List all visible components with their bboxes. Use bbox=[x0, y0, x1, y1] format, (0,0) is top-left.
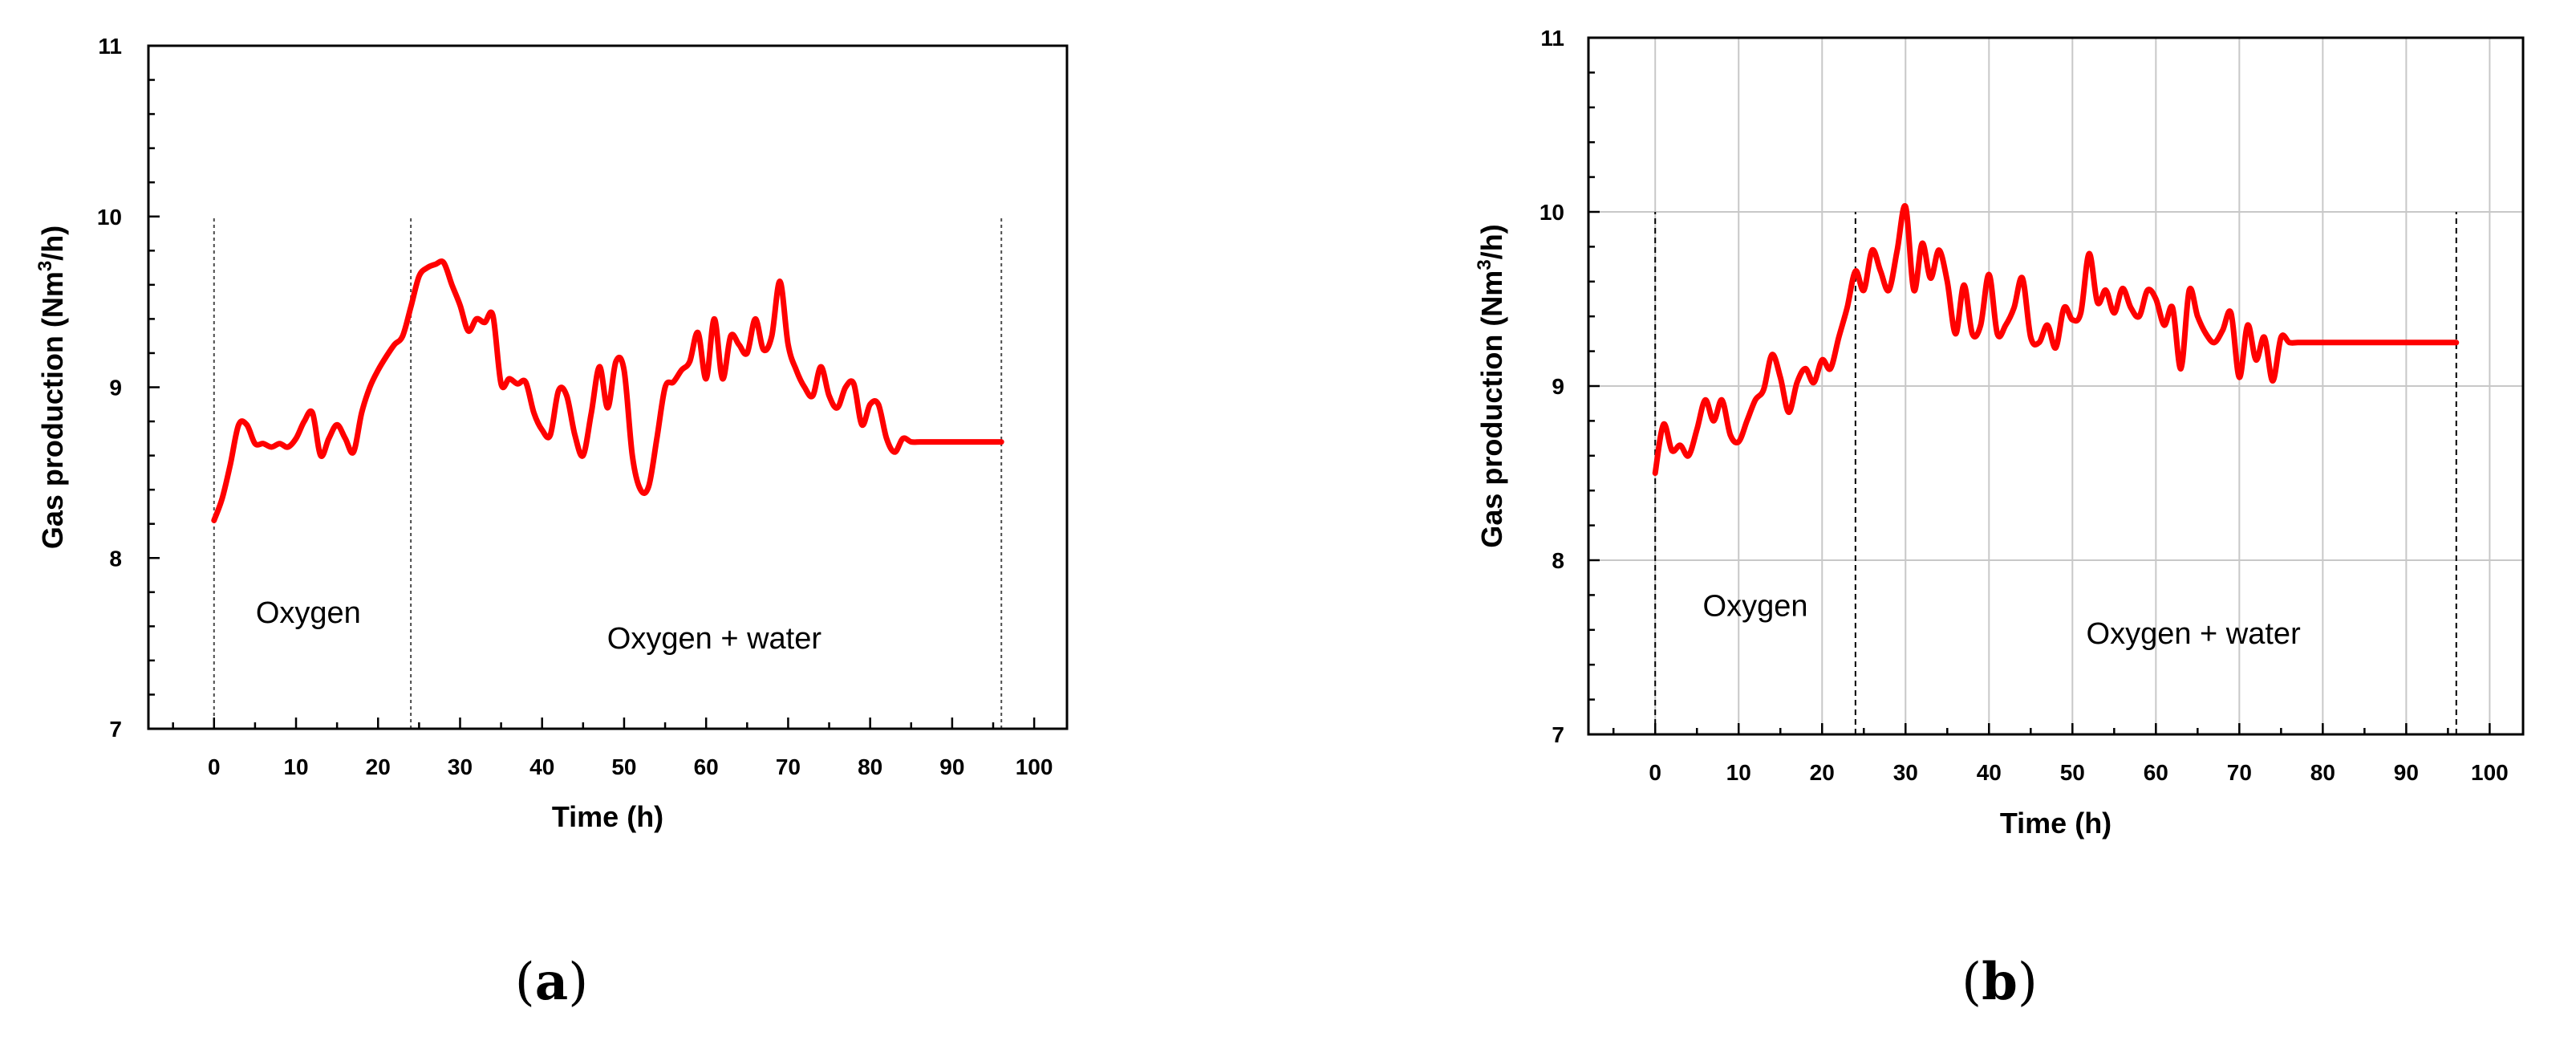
panel-b-label-part-1: b bbox=[1982, 952, 2018, 1012]
panel-b-y-tick-label-11: 11 bbox=[1540, 26, 1564, 51]
panel-b-y-axis-title-unit: /h) bbox=[1475, 224, 1508, 259]
panel-b-x-tick-label-30: 30 bbox=[1893, 760, 1918, 785]
panel-b-x-tick-label-40: 40 bbox=[1977, 760, 2002, 785]
panel-a-label-part-0: ( bbox=[515, 953, 535, 1012]
chart-panel-b: 0 10 20 30 40 50 60 70 80 90 100 7 8 9 10 11 Oxygen Oxyge… bbox=[1474, 26, 2525, 1012]
panel-a-x-axis-title: Time (h) bbox=[552, 800, 663, 833]
panel-a-x-tick-label-10: 10 bbox=[283, 754, 308, 779]
panel-b-series-line-0 bbox=[1652, 203, 2460, 476]
panel-a-y-axis-title: Gas production (Nm3/h) bbox=[34, 226, 69, 549]
panel-a-annotation-0: Oxygen bbox=[256, 596, 361, 630]
panel-b-annotation-1: Oxygen + water bbox=[2087, 617, 2302, 651]
panel-a-x-tick-label-80: 80 bbox=[858, 754, 882, 779]
panel-a-y-tick-label-7: 7 bbox=[109, 717, 122, 742]
panel-b-y-axis-title-main: Gas production (Nm bbox=[1475, 270, 1508, 548]
panel-a-label-part-1: a bbox=[535, 952, 568, 1012]
panel-b-x-tick-label-80: 80 bbox=[2310, 760, 2335, 785]
panel-a-x-tick-label-90: 90 bbox=[939, 754, 964, 779]
chart-panel-a: 0 10 20 30 40 50 60 70 80 90 100 7 8 9 10 11 Oxygen Oxyge… bbox=[34, 34, 1069, 1012]
panel-b-y-tick-label-8: 8 bbox=[1552, 548, 1564, 573]
panel-a-series-line-0 bbox=[211, 258, 1004, 523]
panel-b-x-tick-label-0: 0 bbox=[1649, 760, 1661, 785]
panel-b-y-axis-title-superscript: 3 bbox=[1474, 259, 1495, 270]
panel-a-y-tick-label-8: 8 bbox=[109, 546, 122, 571]
panel-b-x-axis-title: Time (h) bbox=[2000, 807, 2112, 840]
panel-a-x-tick-label-20: 20 bbox=[366, 754, 391, 779]
panel-b-label-part-0: ( bbox=[1961, 953, 1982, 1012]
panel-b-x-tick-label-90: 90 bbox=[2394, 760, 2419, 785]
panel-b-annotation-0: Oxygen bbox=[1703, 589, 1808, 623]
panel-b-x-tick-label-100: 100 bbox=[2471, 760, 2509, 785]
panel-b-y-axis-title: Gas production (Nm3/h) bbox=[1474, 224, 1508, 547]
panel-a-x-tick-label-0: 0 bbox=[208, 754, 221, 779]
panel-a-x-tick-label-100: 100 bbox=[1016, 754, 1053, 779]
panel-b-label: (b) bbox=[1961, 952, 2038, 1012]
panel-a-x-tick-label-70: 70 bbox=[776, 754, 801, 779]
panel-a-x-tick-label-40: 40 bbox=[529, 754, 554, 779]
panel-b-y-tick-label-7: 7 bbox=[1552, 722, 1564, 747]
panel-a-label-part-2: ) bbox=[568, 953, 588, 1012]
panel-a-x-tick-label-50: 50 bbox=[611, 754, 636, 779]
panel-a-annotation-1: Oxygen + water bbox=[607, 622, 822, 656]
panel-a-y-tick-label-9: 9 bbox=[109, 376, 122, 400]
panel-b-x-tick-label-50: 50 bbox=[2060, 760, 2085, 785]
panel-a-y-axis-title-superscript: 3 bbox=[34, 261, 56, 271]
panel-b-label-part-2: ) bbox=[2018, 953, 2038, 1012]
panel-a-x-tick-label-30: 30 bbox=[448, 754, 473, 779]
panel-a-y-tick-label-10: 10 bbox=[97, 205, 122, 230]
panel-b-x-tick-label-10: 10 bbox=[1726, 760, 1751, 785]
panel-a-y-axis-title-unit: /h) bbox=[36, 226, 69, 261]
panel-b-y-tick-label-9: 9 bbox=[1552, 374, 1564, 399]
panel-a-y-axis-title-main: Gas production (Nm bbox=[36, 271, 69, 549]
panel-b-y-tick-label-10: 10 bbox=[1540, 200, 1564, 225]
panel-b-x-tick-label-60: 60 bbox=[2144, 760, 2168, 785]
panel-b-x-tick-label-70: 70 bbox=[2227, 760, 2252, 785]
panel-a-label: (a) bbox=[515, 952, 588, 1012]
panel-b-x-tick-label-20: 20 bbox=[1810, 760, 1835, 785]
panel-a-x-tick-label-60: 60 bbox=[694, 754, 719, 779]
panel-a-y-tick-label-11: 11 bbox=[98, 34, 122, 59]
